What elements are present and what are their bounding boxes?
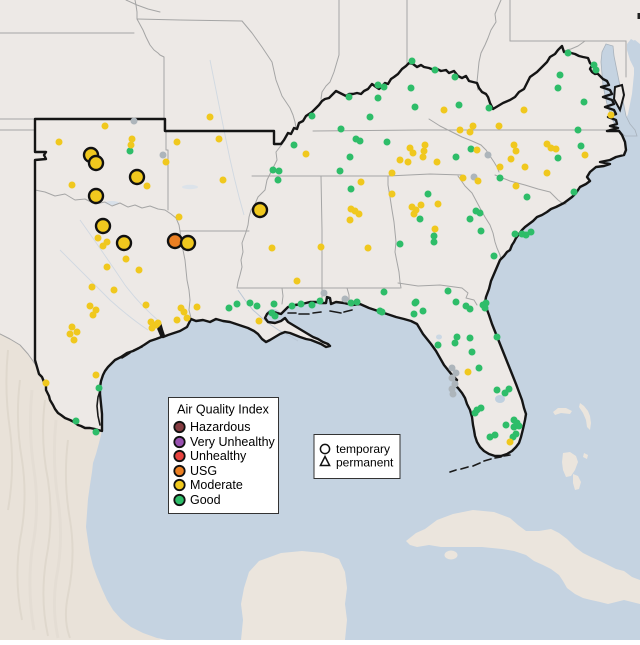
svg-text:temporary: temporary (336, 442, 390, 456)
svg-text:permanent: permanent (336, 456, 394, 470)
svg-text:Unhealthy: Unhealthy (190, 449, 247, 463)
svg-text:Air Quality Index: Air Quality Index (177, 403, 269, 417)
svg-text:USG: USG (190, 464, 217, 478)
svg-text:Hazardous: Hazardous (190, 420, 250, 434)
svg-text:Moderate: Moderate (190, 478, 243, 492)
svg-text:Good: Good (190, 493, 221, 507)
svg-text:Very Unhealthy: Very Unhealthy (190, 435, 276, 449)
